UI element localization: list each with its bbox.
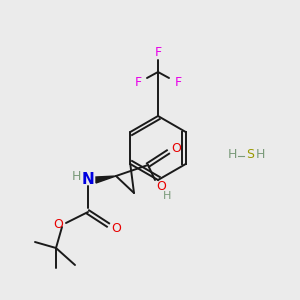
Text: O: O: [111, 223, 121, 236]
Text: O: O: [53, 218, 63, 232]
Polygon shape: [96, 176, 116, 183]
Text: F: F: [174, 76, 182, 88]
Text: H: H: [163, 191, 171, 201]
Text: S: S: [246, 148, 254, 161]
Text: H: H: [71, 169, 81, 182]
Text: H: H: [227, 148, 237, 161]
Text: F: F: [154, 46, 162, 59]
Text: O: O: [171, 142, 181, 154]
Text: O: O: [156, 179, 166, 193]
Text: F: F: [134, 76, 142, 88]
Text: N: N: [82, 172, 94, 188]
Text: H: H: [255, 148, 265, 161]
